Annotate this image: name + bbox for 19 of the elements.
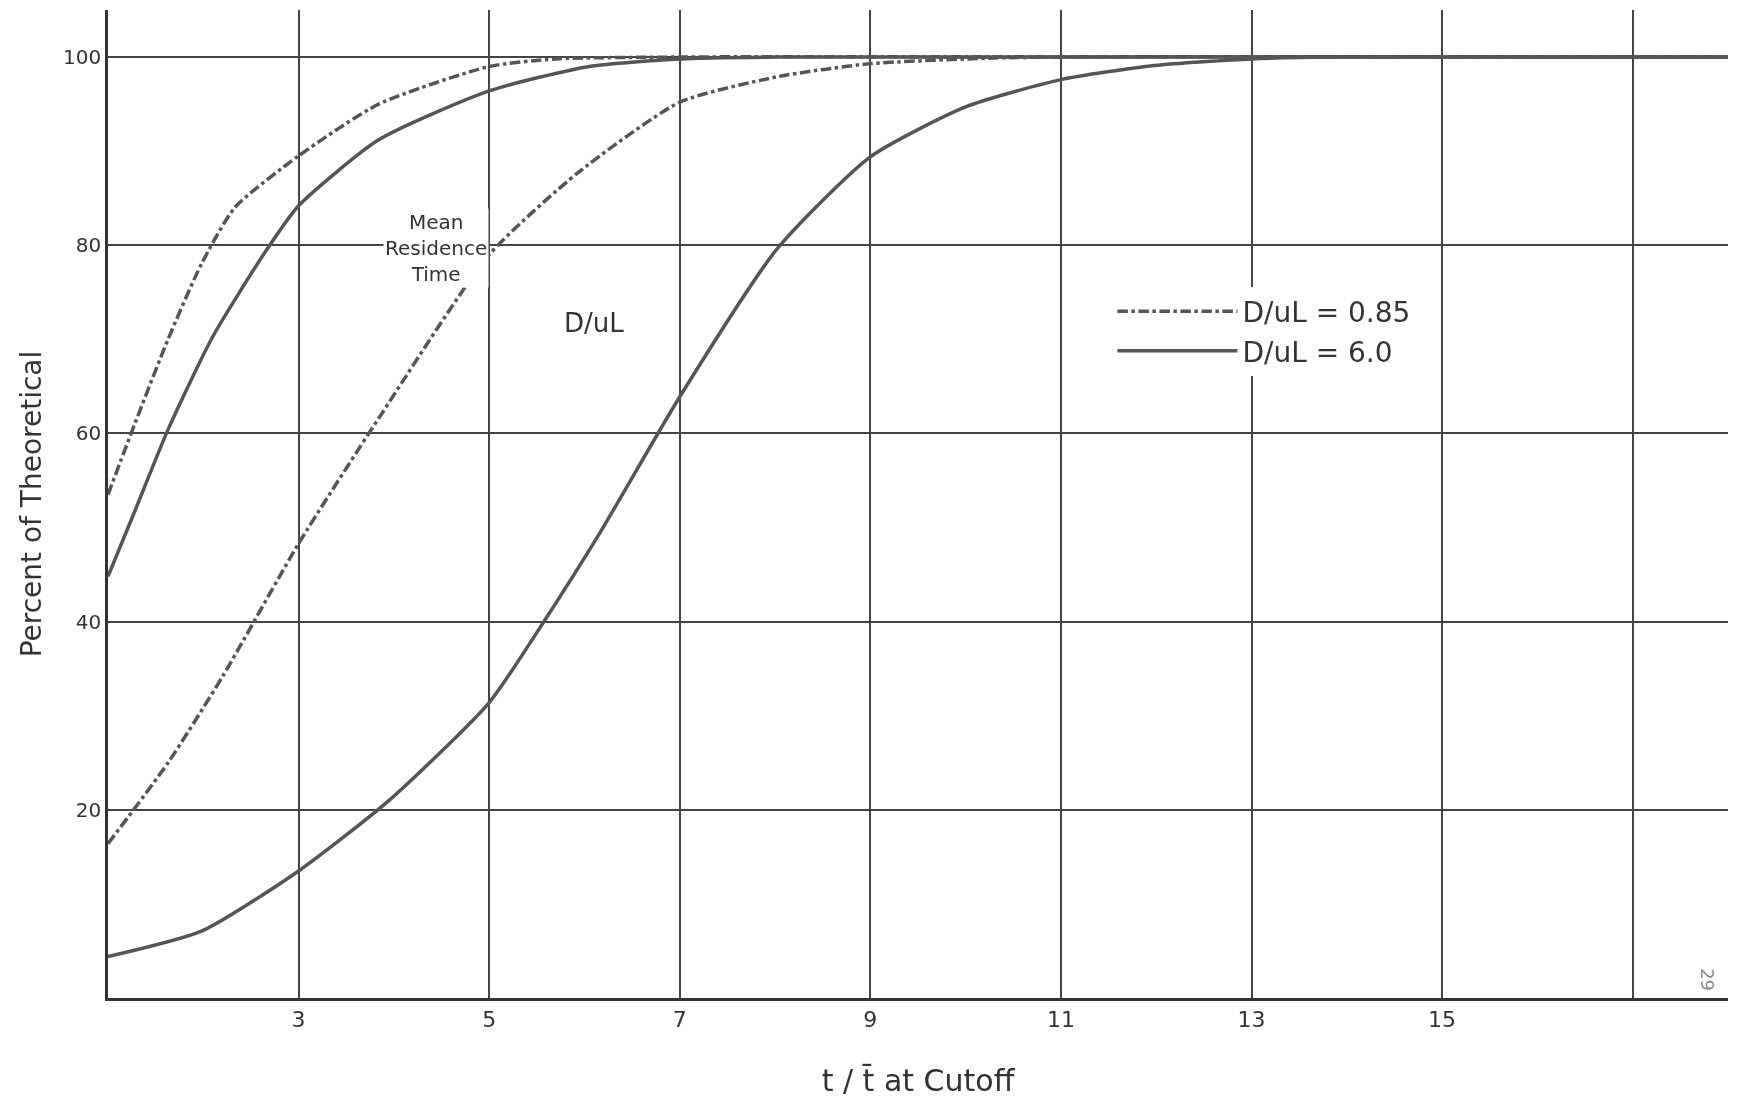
y-tick-label: 100 bbox=[63, 45, 102, 70]
x-tick-label: 11 bbox=[1046, 1007, 1075, 1033]
x-tick-label: 15 bbox=[1428, 1007, 1457, 1033]
x-tick-label: 5 bbox=[482, 1007, 497, 1033]
annotation: D/uL bbox=[564, 308, 625, 338]
legend-label: D/uL = 6.0 bbox=[1242, 335, 1393, 369]
y-tick-label: 80 bbox=[75, 233, 102, 258]
y-tick-label: 20 bbox=[75, 797, 102, 822]
x-tick-label: 13 bbox=[1237, 1007, 1266, 1033]
y-tick-label: 60 bbox=[75, 421, 102, 446]
annotation: 29 bbox=[1696, 968, 1718, 992]
x-axis-title: t / t̄ at Cutoff bbox=[821, 1062, 1016, 1098]
x-tick-label: 3 bbox=[291, 1007, 306, 1033]
annotation: Mean Residence Time bbox=[385, 210, 488, 286]
legend-label: D/uL = 0.85 bbox=[1242, 296, 1411, 330]
y-tick-label: 40 bbox=[75, 609, 102, 634]
y-axis-title: Percent of Theoretical bbox=[14, 350, 48, 658]
x-tick-label: 9 bbox=[863, 1007, 878, 1033]
x-tick-label: 7 bbox=[672, 1007, 687, 1033]
